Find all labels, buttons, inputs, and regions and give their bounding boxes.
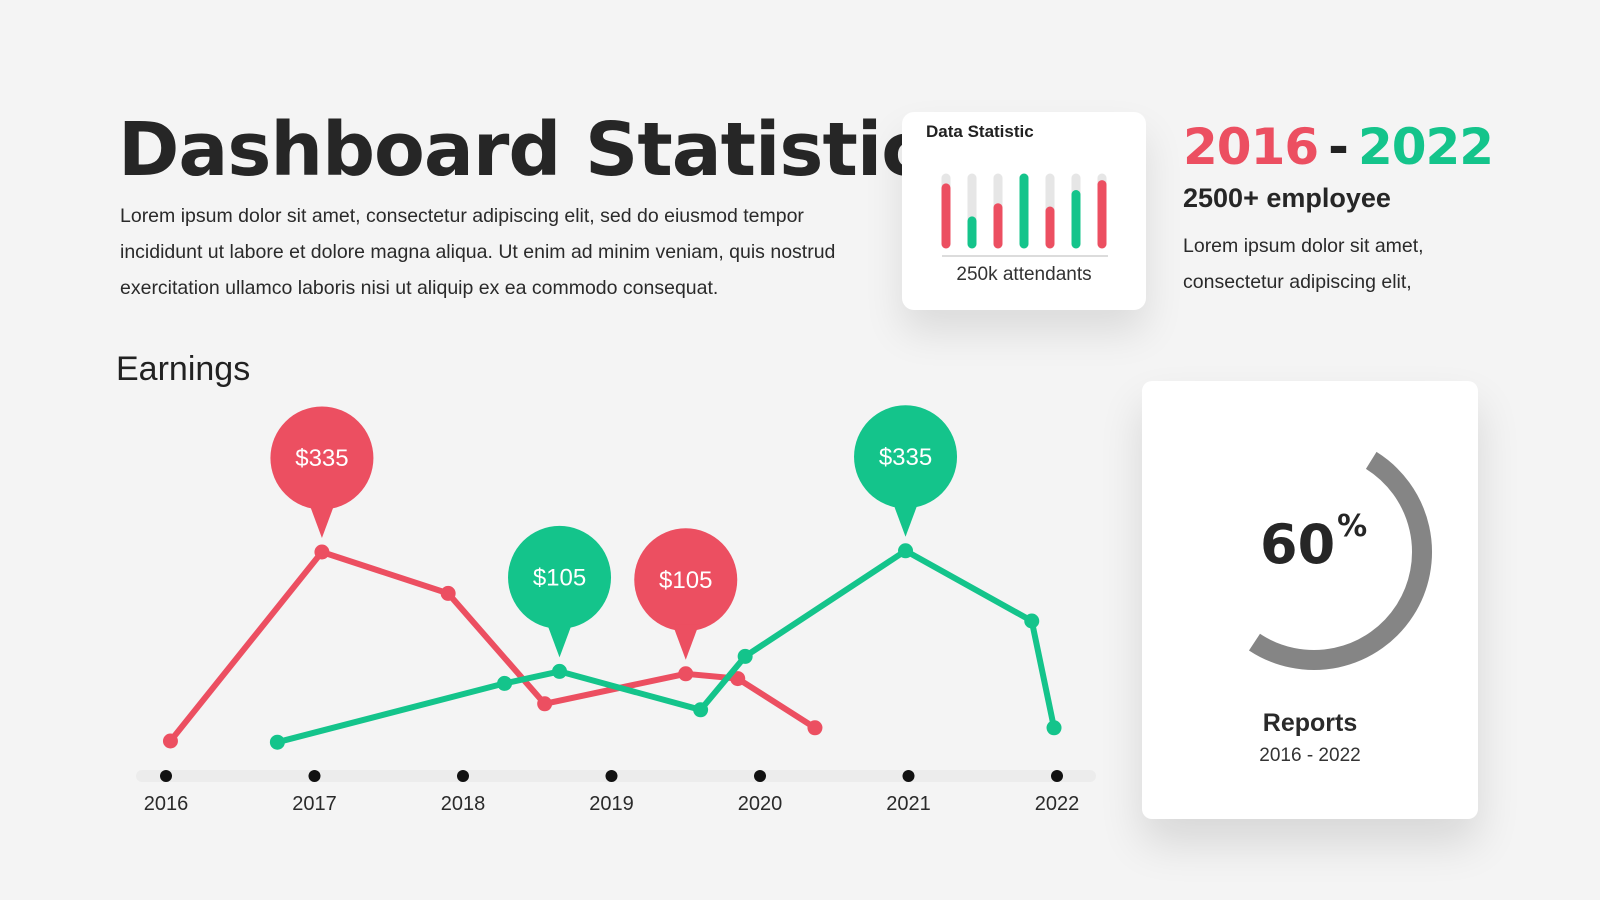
intro-text: Lorem ipsum dolor sit amet, consectetur … [120, 205, 836, 299]
data-point-green [693, 702, 709, 718]
earnings-line-chart: 2016 2017 2018 2019 2020 2021 2022 $335 $105 $105… [143, 405, 1080, 815]
report-range: 2016 - 2022 [1259, 745, 1361, 766]
callout-pointer [672, 624, 699, 660]
x-axis-dot [1051, 770, 1063, 782]
callout-bubble: $105 [634, 528, 738, 660]
report-percent: 60% [1260, 509, 1367, 576]
data-statistic-subtitle: 250k attendants [956, 264, 1092, 285]
data-point-green [1024, 613, 1040, 629]
x-tick-label: 2021 [886, 793, 931, 815]
series-line-green [274, 547, 1058, 746]
data-point-red [807, 720, 823, 736]
data-point-green [552, 663, 568, 679]
callout-pointer [546, 622, 573, 658]
employee-count: 2500+ employee [1183, 183, 1391, 213]
data-point-red [537, 696, 553, 712]
range-end: 2022 [1357, 118, 1494, 176]
callout-label: $105 [659, 567, 712, 594]
x-axis-dot [902, 770, 915, 782]
callout-bubble: $105 [508, 525, 612, 658]
data-point-green [497, 675, 513, 691]
data-point-green [269, 734, 285, 750]
callout-circle [508, 525, 612, 629]
x-tick-label: 2022 [1035, 793, 1080, 815]
year-range: 2016-2022 [1183, 118, 1494, 176]
x-tick-label: 2017 [292, 793, 337, 815]
range-start: 2016 [1183, 118, 1319, 176]
data-point-red [730, 671, 746, 687]
x-tick-label: 2018 [441, 793, 486, 815]
data-statistic-title: Data Statistic [926, 122, 1034, 141]
callout-bubble: $335 [854, 405, 958, 537]
data-point-green [898, 543, 914, 559]
page-title: Dashboard Statistic [118, 107, 925, 193]
x-axis-dot [605, 770, 618, 782]
callout-circle [634, 528, 738, 632]
report-percent-value: 60 [1260, 513, 1336, 576]
callout-circle [854, 405, 958, 509]
report-label: Reports [1262, 709, 1358, 737]
x-axis-dot [160, 770, 172, 782]
report-arc [1248, 451, 1432, 670]
employee-description: Lorem ipsum dolor sit amet, consectetur … [1183, 235, 1424, 293]
data-point-red [678, 666, 694, 682]
report-card: 60% Reports 2016 - 2022 [1142, 381, 1478, 819]
x-tick-label: 2020 [738, 793, 783, 815]
callout-bubble: $335 [270, 406, 374, 538]
data-point-red [440, 585, 456, 601]
callout-pointer [892, 501, 919, 537]
data-point-red [314, 544, 330, 560]
data-point-green [1046, 720, 1062, 736]
callout-label: $335 [295, 445, 348, 472]
callout-pointer [308, 503, 335, 538]
data-point-red [162, 733, 178, 749]
callout-label: $105 [533, 564, 586, 591]
x-tick-label: 2019 [589, 793, 634, 815]
x-tick-label: 2016 [144, 793, 189, 815]
callout-circle [270, 406, 374, 510]
callout-label: $335 [879, 444, 932, 471]
data-point-green [737, 648, 753, 664]
report-percent-symbol: % [1337, 509, 1368, 544]
range-separator: - [1328, 118, 1349, 176]
x-axis-dot [754, 770, 766, 782]
x-axis-dot [457, 770, 469, 782]
earnings-title: Earnings [116, 350, 251, 388]
data-statistic-card: Data Statistic 250k attendants [902, 112, 1146, 310]
data-statistic-bar-chart [941, 173, 1108, 257]
report-progress-ring [1248, 451, 1432, 670]
x-axis-dot [308, 770, 321, 782]
